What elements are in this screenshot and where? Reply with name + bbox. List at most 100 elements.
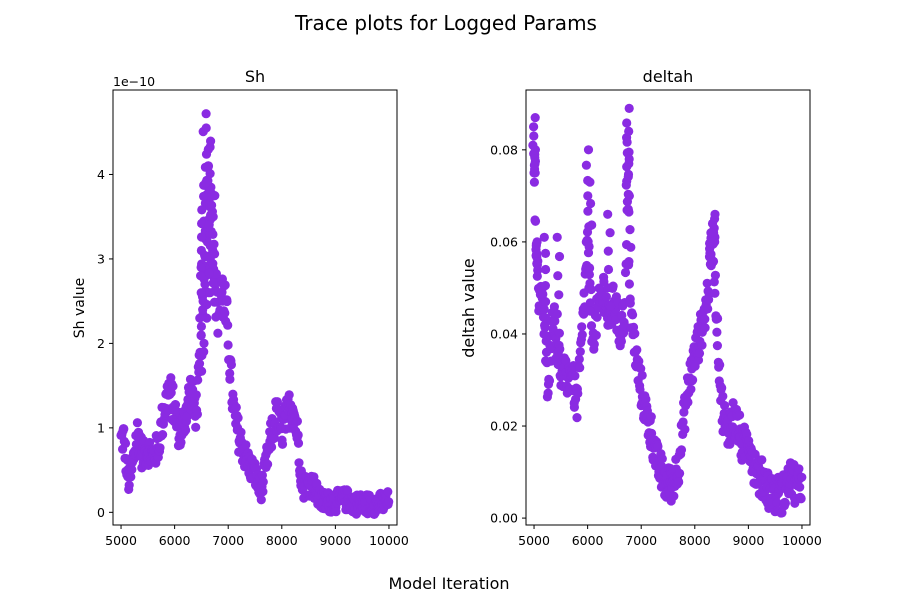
right-scatter-point [540, 248, 551, 258]
left-scatter-point [383, 487, 393, 497]
right-scatter-point [603, 246, 613, 256]
right-scatter-point [624, 103, 634, 113]
left-scatter-point [126, 472, 136, 482]
left-scatter-point [206, 136, 216, 146]
left-scatter-point [204, 220, 214, 230]
right-scatter-point [577, 330, 587, 340]
left-scatter-point [196, 330, 206, 340]
right-scatter-point [583, 206, 593, 216]
left-y-tick-label: 1 [97, 420, 105, 435]
right-scatter-point [554, 328, 565, 338]
left-scatter-point [127, 465, 137, 475]
right-scatter-point [589, 339, 599, 349]
right-scatter-point [680, 424, 690, 434]
left-y-tick-label: 4 [97, 167, 105, 182]
right-scatter-point [703, 304, 713, 314]
left-scatter-point [211, 269, 221, 279]
right-scatter-point [541, 313, 551, 323]
left-panel: Sh 1e−10 Sh value 5000 6000 7000 8000 9000 10… [72, 67, 409, 548]
right-x-tick-label: 6000 [572, 533, 604, 548]
right-scatter-point [529, 131, 539, 141]
right-scatter-point [715, 360, 725, 370]
right-scatter-point [552, 309, 562, 319]
left-scatter-point [200, 279, 210, 289]
left-scatter-point [196, 245, 206, 256]
left-x-tick-label: 6000 [159, 533, 191, 548]
left-scatter-point [272, 397, 282, 407]
right-scatter-point [530, 216, 541, 226]
left-scatter-point [226, 360, 236, 370]
left-scatter-point [191, 422, 201, 432]
left-scatter-point [208, 229, 218, 239]
left-scatter-point [196, 288, 206, 298]
right-scatter-point [573, 388, 583, 399]
right-scatter-point [539, 329, 549, 339]
left-x-tick-label: 8000 [266, 533, 298, 548]
right-scatter-point [553, 271, 563, 281]
right-scatter-point [718, 391, 728, 401]
right-scatter-point [605, 320, 615, 330]
right-scatter-point [675, 468, 685, 478]
right-x-tick-label: 7000 [625, 533, 657, 548]
right-scatter-point [539, 304, 549, 314]
right-scatter-point [603, 283, 613, 293]
right-x-tick-label: 10000 [782, 533, 822, 548]
right-plot-frame [525, 89, 811, 526]
right-scatter-point [635, 384, 645, 395]
figure-title: Trace plots for Logged Params [294, 11, 597, 35]
right-axis-ticks: 5000 6000 7000 8000 9000 10000 0.00 0.02 0.04 0.0… [490, 142, 822, 548]
left-scatter-point [205, 288, 215, 298]
right-scatter-point [678, 417, 688, 427]
left-scatter-point [203, 161, 214, 171]
left-scatter-point [201, 123, 211, 133]
left-scatter-point [213, 328, 223, 338]
left-scatter-point [198, 305, 208, 315]
right-scatter-point [712, 327, 722, 337]
left-scatter-point [195, 313, 205, 323]
right-scatter-point [712, 341, 723, 351]
left-scatter-point [204, 268, 214, 278]
right-scatter-point [686, 384, 696, 394]
left-scatter-point [277, 439, 288, 449]
right-scatter-point [584, 269, 595, 280]
right-scatter-point [539, 232, 549, 242]
left-scatter-point [384, 497, 394, 507]
left-scatter-point [124, 480, 134, 490]
right-scatter-point [529, 122, 539, 132]
right-scatter-point [623, 189, 633, 199]
left-scatter-point [343, 486, 353, 496]
right-scatter-point [543, 388, 553, 398]
left-scatter-point [236, 427, 246, 437]
left-scatter-point [202, 313, 212, 323]
left-y-tick-label: 2 [97, 336, 105, 351]
left-x-tick-label: 10000 [369, 533, 409, 548]
left-scatter-point [145, 437, 155, 448]
left-scatter-point [201, 178, 211, 188]
left-scatter-point [257, 470, 267, 480]
right-scatter-point [616, 336, 627, 346]
right-scatter-point [777, 508, 787, 518]
right-scatter-point [532, 237, 542, 247]
left-scatter-point [197, 205, 207, 215]
left-x-tick-label: 7000 [212, 533, 244, 548]
right-scatter-point [641, 394, 651, 404]
left-scatter-point [181, 425, 191, 435]
left-y-tick-label: 0 [97, 505, 105, 520]
right-scatter-point [630, 329, 640, 339]
right-scatter-point [553, 347, 563, 357]
left-scatter-point [193, 375, 203, 385]
right-scatter-point [603, 209, 613, 219]
left-scatter-point [207, 200, 217, 210]
right-scatter-point [554, 251, 565, 262]
right-scatter-point [653, 442, 663, 452]
right-scatter-point [637, 370, 647, 380]
right-scatter-point [570, 371, 580, 381]
right-scatter-point [544, 376, 555, 386]
right-scatter-point [626, 242, 636, 252]
left-offset-text: 1e−10 [113, 74, 155, 89]
right-scatter-point [757, 455, 767, 465]
right-scatter-point [717, 383, 727, 393]
left-scatter-point [222, 296, 232, 307]
right-scatter-point [603, 264, 614, 275]
